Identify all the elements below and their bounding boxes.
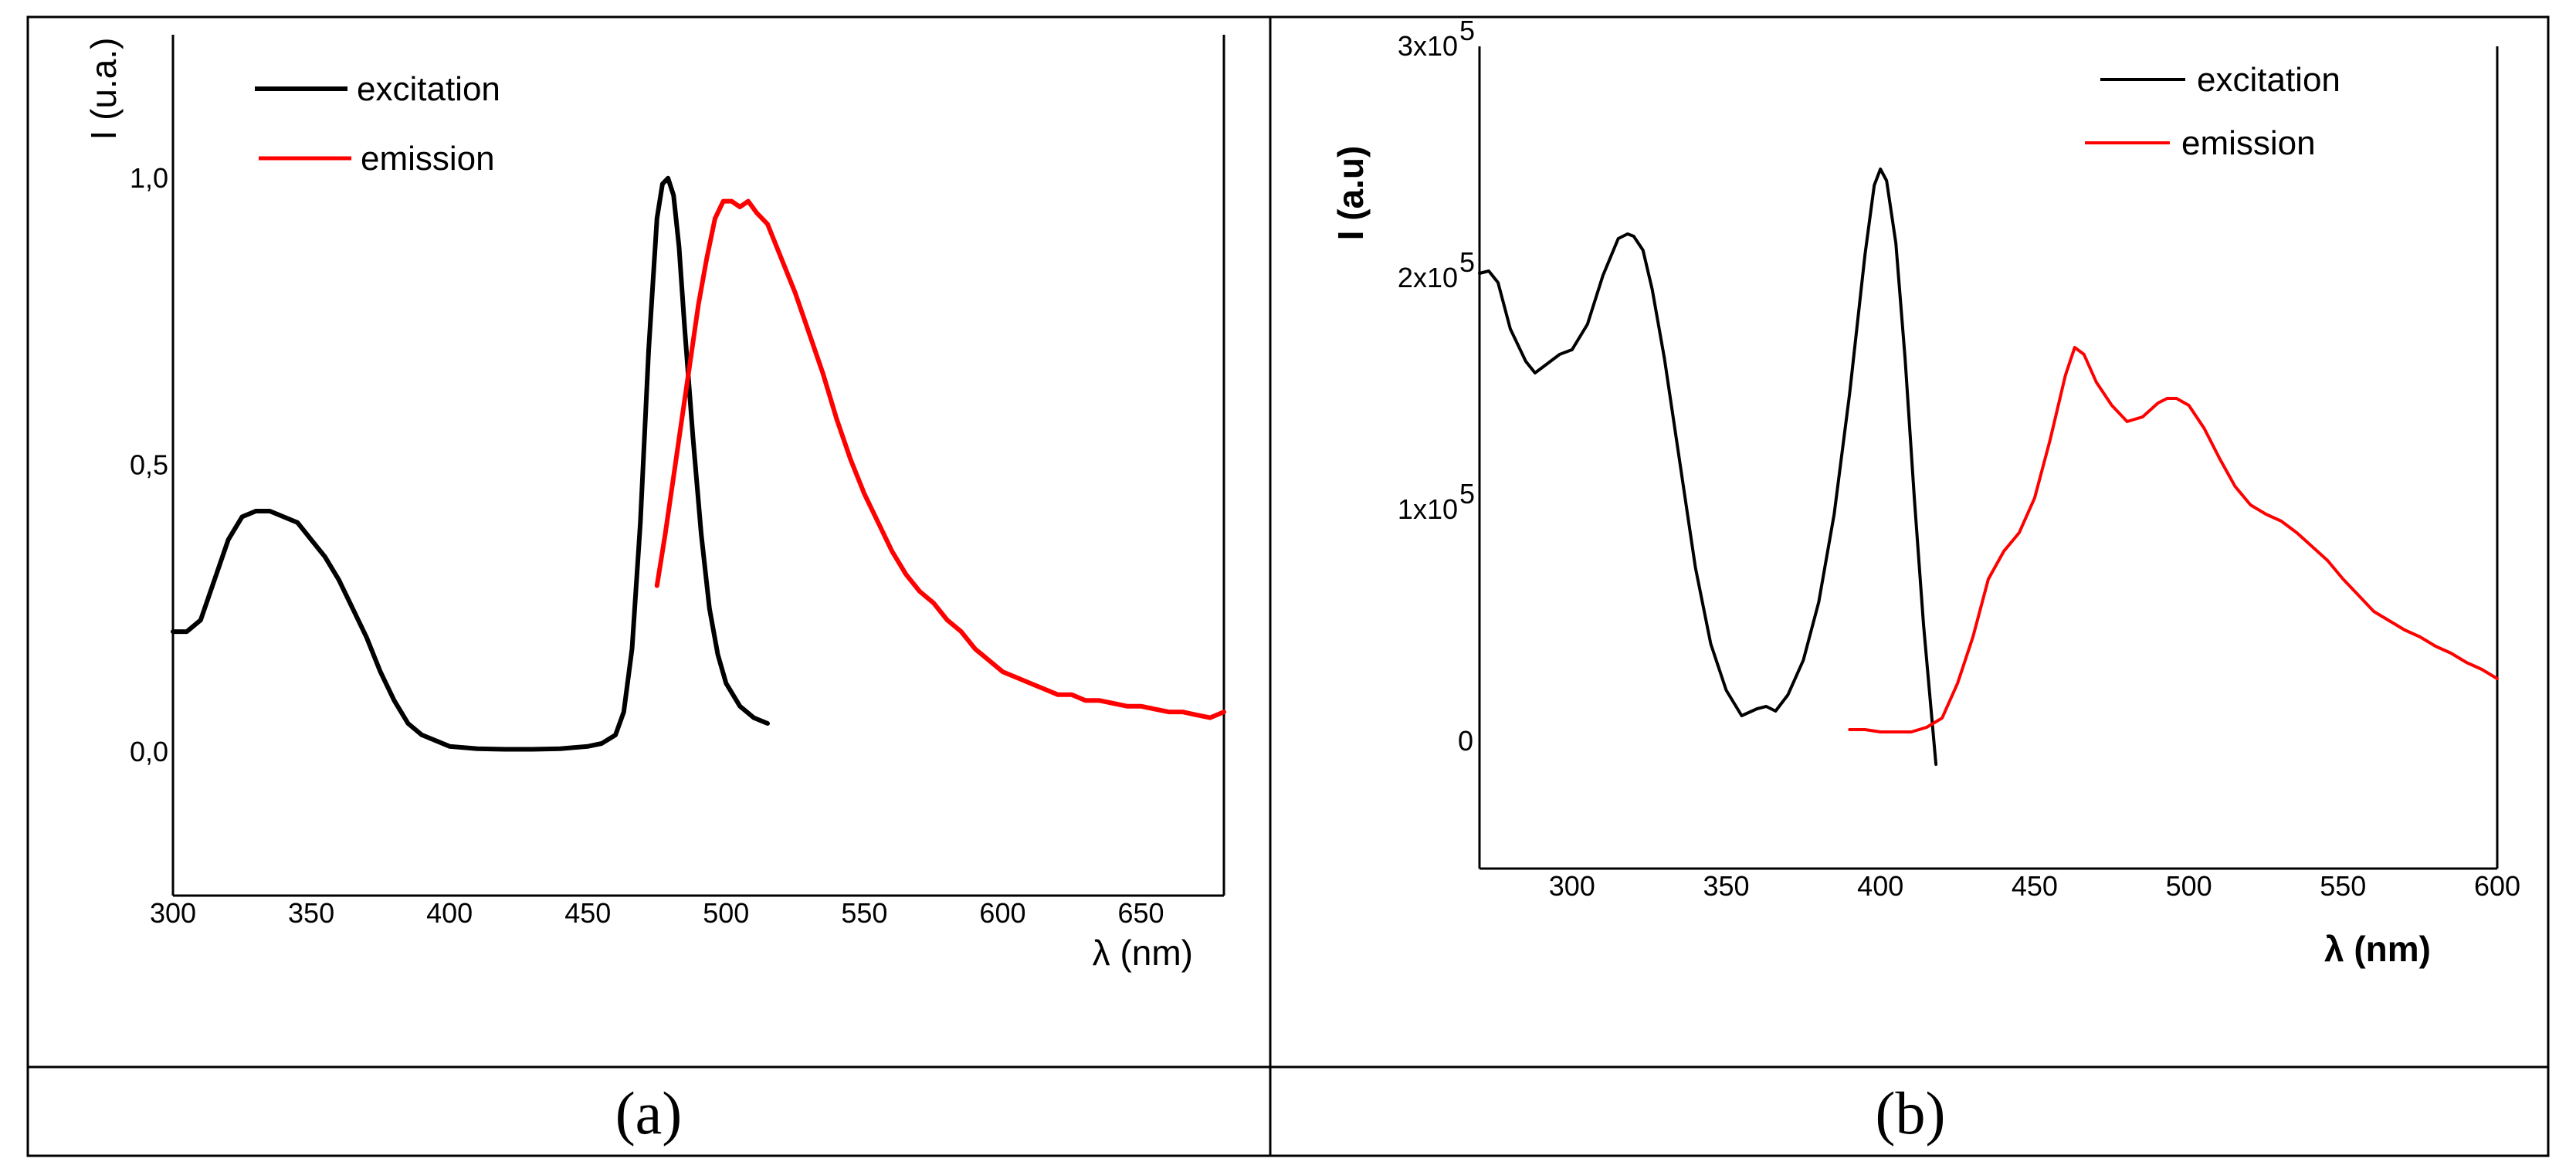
plot-a-axes (171, 35, 1225, 897)
plot-b-legend-emission-label: emission (2181, 124, 2316, 162)
plot-b-x-tick-labels: 300 350 400 450 500 550 600 (1549, 870, 2520, 902)
plot-a-x-tick-labels: 300 350 400 450 500 550 600 650 (150, 897, 1164, 929)
figure-frame (26, 15, 2550, 1157)
plot-b-x-axis-label: λ (nm) (2324, 929, 2431, 969)
plot-b-y-tick-label: 2x10 (1398, 262, 1458, 293)
plot-b-y-tick-exponent: 5 (1459, 246, 1475, 278)
caption-b: (b) (1876, 1079, 1946, 1147)
plot-a-y-tick-label: 1,0 (130, 162, 168, 194)
plot-a-excitation-line (171, 175, 770, 752)
plot-b-y-tick-label: 1x10 (1398, 493, 1458, 525)
plot-b-y-tick-label: 3x10 (1398, 30, 1458, 62)
plot-a-legend-emission-label: emission (361, 140, 495, 178)
plot-b-x-tick-label: 300 (1549, 870, 1595, 902)
plot-b-y-axis-label: I (a.u) (1330, 146, 1371, 241)
plot-b-y-tick-label: 0 (1458, 725, 1473, 757)
plot-b-series (1478, 168, 2499, 766)
plot-b-x-tick-label: 550 (2320, 870, 2366, 902)
plot-a-x-axis-label: λ (nm) (1093, 933, 1193, 973)
plot-b-x-tick-label: 350 (1703, 870, 1749, 902)
plot-a-x-tick-label: 400 (426, 897, 473, 929)
plot-b-y-tick-exponent: 5 (1459, 15, 1475, 46)
plot-a: 300 350 400 450 500 550 600 650 0,0 0,5 1,0 λ (nm… (83, 35, 1226, 973)
plot-b-legend-excitation-label: excitation (2197, 61, 2340, 99)
plot-a-emission-line (654, 198, 1226, 720)
plot-a-x-tick-label: 550 (841, 897, 887, 929)
plot-a-x-tick-label: 600 (979, 897, 1025, 929)
plot-a-x-tick-label: 450 (564, 897, 611, 929)
plot-b-axes (1478, 46, 2499, 870)
caption-a: (a) (615, 1079, 683, 1147)
plot-b-excitation-line (1478, 168, 1938, 766)
plot-a-y-tick-labels: 0,0 0,5 1,0 (130, 162, 168, 767)
plot-a-x-tick-label: 350 (288, 897, 334, 929)
plot-b-x-tick-label: 400 (1857, 870, 1903, 902)
plot-a-y-axis-label: I (u.a.) (83, 38, 124, 141)
plot-a-legend: excitation emission (255, 70, 500, 178)
plot-b-x-tick-label: 450 (2012, 870, 2058, 902)
plot-b-legend: excitation emission (2085, 61, 2340, 162)
plot-a-x-tick-label: 650 (1118, 897, 1164, 929)
plot-a-legend-excitation-label: excitation (357, 70, 500, 108)
plot-a-y-tick-label: 0,0 (130, 736, 168, 767)
plot-a-x-tick-label: 500 (703, 897, 749, 929)
plot-b-x-tick-label: 600 (2474, 870, 2520, 902)
plot-b-y-tick-exponent: 5 (1459, 478, 1475, 510)
plot-b-x-tick-label: 500 (2166, 870, 2212, 902)
plot-a-x-tick-label: 300 (150, 897, 196, 929)
plot-b-emission-line (1848, 346, 2499, 733)
plot-a-series (171, 175, 1226, 752)
plot-a-y-tick-label: 0,5 (130, 449, 168, 481)
